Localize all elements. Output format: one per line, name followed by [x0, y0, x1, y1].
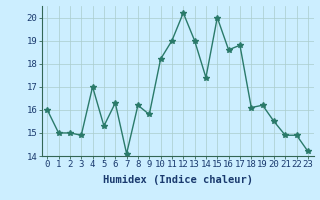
X-axis label: Humidex (Indice chaleur): Humidex (Indice chaleur)	[103, 175, 252, 185]
